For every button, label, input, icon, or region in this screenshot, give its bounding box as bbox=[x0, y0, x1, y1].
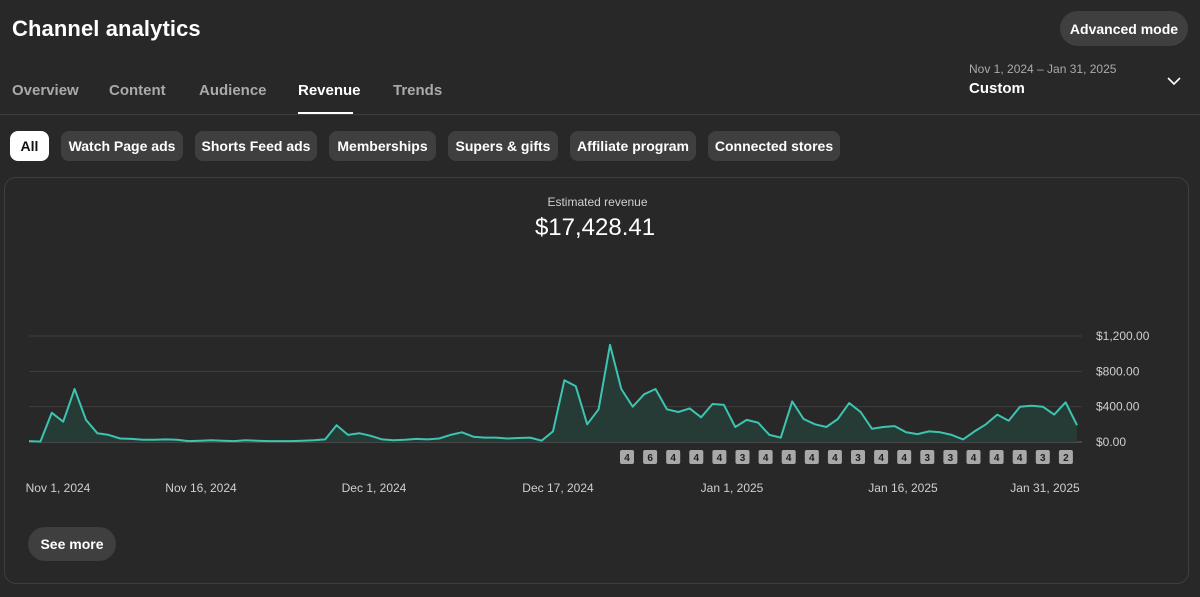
video-marker-count: 4 bbox=[786, 453, 792, 464]
video-marker bbox=[735, 450, 750, 464]
video-marker-count: 4 bbox=[694, 453, 700, 464]
y-tick-label: $1,200.00 bbox=[1096, 329, 1150, 343]
tab-trends[interactable]: Trends bbox=[393, 82, 443, 99]
video-marker-count: 3 bbox=[740, 453, 746, 464]
video-marker-count: 4 bbox=[809, 453, 815, 464]
chip-all[interactable]: All bbox=[10, 131, 49, 161]
video-marker-count: 4 bbox=[994, 453, 1000, 464]
y-tick-label: $800.00 bbox=[1096, 364, 1140, 378]
header-divider bbox=[0, 114, 1200, 115]
chip-supers-gifts[interactable]: Supers & gifts bbox=[448, 131, 558, 161]
video-marker bbox=[1012, 450, 1027, 464]
video-marker bbox=[643, 450, 658, 464]
chip-watch-page-ads[interactable]: Watch Page ads bbox=[61, 131, 183, 161]
x-tick-label: Jan 31, 2025 bbox=[1010, 481, 1080, 495]
page-title: Channel analytics bbox=[12, 16, 201, 41]
video-marker-count: 2 bbox=[1063, 453, 1069, 464]
metric-label: Estimated revenue bbox=[547, 195, 648, 209]
video-marker bbox=[689, 450, 704, 464]
video-marker bbox=[874, 450, 889, 464]
date-range-text[interactable]: Nov 1, 2024 – Jan 31, 2025 bbox=[969, 62, 1117, 76]
metric-value: $17,428.41 bbox=[534, 214, 656, 241]
video-marker bbox=[620, 450, 634, 464]
video-marker bbox=[989, 450, 1004, 464]
video-marker bbox=[920, 450, 935, 464]
video-marker-count: 3 bbox=[1040, 453, 1046, 464]
video-marker-count: 3 bbox=[855, 453, 861, 464]
video-marker-count: 4 bbox=[901, 453, 907, 464]
video-marker-count: 4 bbox=[878, 453, 884, 464]
chip-shorts-feed-ads[interactable]: Shorts Feed ads bbox=[195, 131, 317, 161]
video-marker bbox=[827, 450, 842, 464]
y-tick-label: $0.00 bbox=[1096, 435, 1126, 449]
video-marker-count: 4 bbox=[624, 453, 630, 464]
tab-audience[interactable]: Audience bbox=[199, 82, 267, 99]
video-marker-count: 4 bbox=[1017, 453, 1023, 464]
y-tick-label: $400.00 bbox=[1096, 400, 1140, 414]
video-marker bbox=[966, 450, 981, 464]
x-tick-label: Dec 1, 2024 bbox=[342, 481, 407, 495]
see-more-button[interactable]: See more bbox=[28, 527, 116, 561]
video-marker bbox=[1035, 450, 1050, 464]
revenue-chart[interactable]: $1,200.00 $800.00 $400.00 $0.00 4 6 4 4 4 3 4 4 4 4 3 4… bbox=[5, 178, 1188, 508]
active-tab-indicator bbox=[298, 112, 353, 114]
tab-overview[interactable]: Overview bbox=[12, 82, 79, 99]
video-marker bbox=[1058, 450, 1073, 464]
x-tick-label: Jan 16, 2025 bbox=[868, 481, 938, 495]
video-marker bbox=[897, 450, 912, 464]
tab-content[interactable]: Content bbox=[109, 82, 166, 99]
video-marker-count: 3 bbox=[948, 453, 954, 464]
chip-affiliate-program[interactable]: Affiliate program bbox=[570, 131, 696, 161]
video-marker-count: 6 bbox=[647, 453, 653, 464]
video-marker bbox=[712, 450, 727, 464]
video-marker-count: 4 bbox=[832, 453, 838, 464]
video-marker bbox=[758, 450, 773, 464]
video-marker bbox=[666, 450, 681, 464]
series-line bbox=[28, 343, 1078, 443]
video-marker bbox=[851, 450, 865, 464]
x-tick-label: Nov 16, 2024 bbox=[165, 481, 237, 495]
advanced-mode-button[interactable]: Advanced mode bbox=[1060, 11, 1188, 46]
x-tick-label: Nov 1, 2024 bbox=[26, 481, 91, 495]
video-marker-count: 4 bbox=[971, 453, 977, 464]
x-tick-label: Jan 1, 2025 bbox=[701, 481, 764, 495]
video-marker bbox=[804, 450, 819, 464]
chevron-down-icon[interactable] bbox=[1166, 74, 1182, 88]
video-marker-count: 4 bbox=[717, 453, 723, 464]
chip-connected-stores[interactable]: Connected stores bbox=[708, 131, 840, 161]
chip-memberships[interactable]: Memberships bbox=[329, 131, 436, 161]
video-marker-count: 4 bbox=[763, 453, 769, 464]
x-tick-label: Dec 17, 2024 bbox=[522, 481, 594, 495]
date-preset-label[interactable]: Custom bbox=[969, 80, 1025, 97]
tab-revenue[interactable]: Revenue bbox=[298, 82, 361, 99]
video-marker-count: 3 bbox=[925, 453, 931, 464]
video-marker-count: 4 bbox=[670, 453, 676, 464]
revenue-chart-card: Estimated revenue $17,428.41 $1,200.00 $8… bbox=[4, 177, 1189, 584]
video-marker bbox=[781, 450, 796, 464]
video-marker bbox=[943, 450, 958, 464]
